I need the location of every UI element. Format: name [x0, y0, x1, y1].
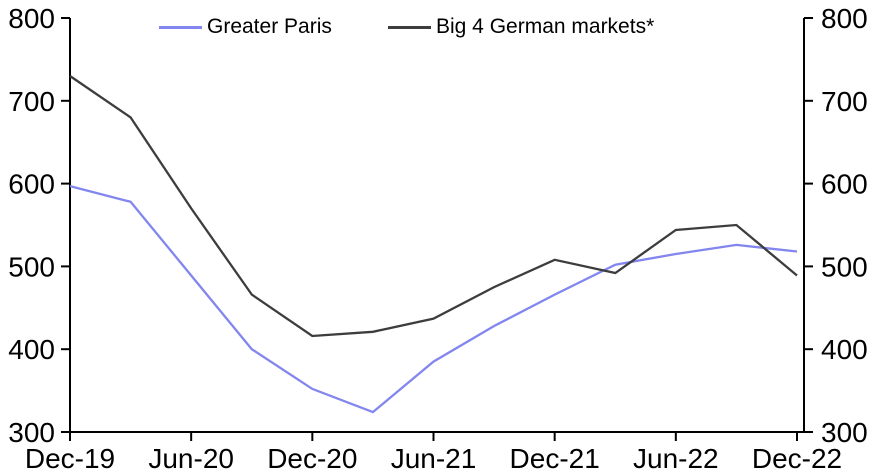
- y-axis-tick-label-left: 700: [8, 86, 55, 117]
- y-axis-tick-label-right: 800: [821, 3, 868, 34]
- series-line-big-4-german-markets: [69, 75, 798, 338]
- x-axis-tick-label: Dec-20: [267, 443, 357, 474]
- y-axis-tick-label-right: 700: [821, 86, 868, 117]
- legend-item-big4-german-markets: Big 4 German markets*: [388, 15, 654, 39]
- legend-item-greater-paris: Greater Paris: [159, 15, 332, 39]
- x-axis-tick-label: Dec-19: [25, 443, 115, 474]
- legend-label-big4-german-markets: Big 4 German markets*: [436, 15, 655, 38]
- chart-legend: Greater Paris Big 4 German markets*: [0, 0, 875, 44]
- y-axis-tick-label-right: 300: [821, 417, 868, 448]
- axis-frame: [69, 18, 805, 433]
- y-axis-tick-label-left: 600: [8, 169, 55, 200]
- y-axis-tick-label-left: 300: [8, 417, 55, 448]
- y-axis-tick-label-left: 400: [8, 334, 55, 365]
- x-axis-tick-label: Jun-22: [633, 443, 719, 474]
- series-line-greater-paris: [69, 184, 798, 414]
- x-axis-tick-label: Dec-21: [510, 443, 600, 474]
- legend-line-sample-greater-paris: [159, 25, 202, 29]
- x-axis-tick-label: Jun-20: [148, 443, 234, 474]
- x-axis-tick-label: Dec-22: [752, 443, 842, 474]
- y-axis-tick-label-left: 800: [8, 3, 55, 34]
- x-axis-tick-label: Jun-21: [391, 443, 477, 474]
- y-axis-tick-label-left: 500: [8, 251, 55, 282]
- legend-label-greater-paris: Greater Paris: [207, 15, 332, 38]
- y-axis-tick-label-right: 600: [821, 169, 868, 200]
- legend-line-sample-big4-german-markets: [388, 25, 431, 29]
- y-axis-tick-label-right: 400: [821, 334, 868, 365]
- y-axis-tick-label-right: 500: [821, 251, 868, 282]
